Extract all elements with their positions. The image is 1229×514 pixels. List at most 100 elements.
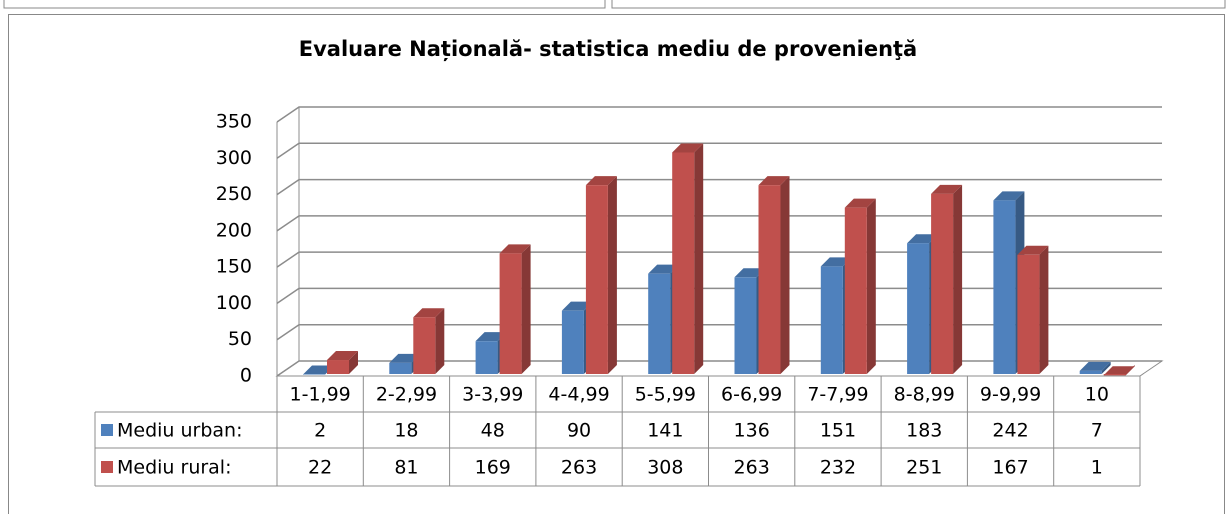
bar-top <box>413 308 445 318</box>
chart-title: Evaluare Națională- statistica mediu de … <box>299 37 917 62</box>
x-tick-label: 1-1,99 <box>290 384 351 406</box>
bar <box>844 207 867 374</box>
table-value: 48 <box>481 420 505 442</box>
bar <box>561 310 584 374</box>
bar-side <box>1101 361 1111 374</box>
legend-swatch <box>101 424 113 436</box>
bar <box>1017 254 1040 374</box>
bar-top <box>734 268 766 278</box>
bar-top <box>1017 245 1049 255</box>
bar-top <box>499 244 531 254</box>
bar-side <box>435 308 445 374</box>
bar <box>907 243 930 374</box>
table-value: 136 <box>734 420 770 442</box>
bar <box>734 277 757 374</box>
y-tick-label: 100 <box>216 292 252 314</box>
bar-top <box>844 198 876 208</box>
bar-top <box>758 176 790 186</box>
x-tick-label: 3-3,99 <box>462 384 523 406</box>
table-value: 18 <box>394 420 418 442</box>
bar-top <box>931 184 963 194</box>
bar-side <box>694 143 704 374</box>
grid-line <box>276 178 1162 196</box>
grid-line <box>276 142 1162 159</box>
grid-line <box>276 106 1162 123</box>
table-value: 151 <box>820 420 856 442</box>
bar-top <box>585 176 617 186</box>
table-value: 263 <box>561 457 597 479</box>
y-tick-label: 50 <box>228 328 252 350</box>
frame-top-left <box>3 0 606 9</box>
x-tick-label: 8-8,99 <box>894 384 955 406</box>
bar-side <box>953 184 963 374</box>
bar <box>585 185 608 374</box>
table-value: 167 <box>992 457 1028 479</box>
bar <box>758 185 781 374</box>
bar <box>820 266 843 374</box>
table-value: 251 <box>906 457 942 479</box>
table-value: 242 <box>992 420 1028 442</box>
bar-top <box>327 351 358 361</box>
bar <box>672 152 695 374</box>
bar <box>303 374 325 375</box>
bar-side <box>1039 245 1049 374</box>
bar <box>475 341 498 374</box>
bar <box>648 273 671 374</box>
bar-top <box>303 365 334 375</box>
x-tick-label: 4-4,99 <box>548 384 609 406</box>
bar-top <box>672 143 704 153</box>
frame-top-right <box>611 0 1226 9</box>
table-value: 308 <box>647 457 683 479</box>
bar <box>389 362 412 374</box>
bar <box>327 360 349 374</box>
legend-swatch <box>101 461 113 473</box>
legend-label: Mediu urban: <box>117 420 243 442</box>
bar-side <box>349 351 358 374</box>
bar-top <box>993 191 1025 201</box>
table-value: 263 <box>734 457 770 479</box>
chart-frame <box>8 14 1225 514</box>
bar-side <box>866 198 876 374</box>
y-tick-label: 300 <box>216 147 252 169</box>
bar-side <box>521 244 531 374</box>
bar <box>1079 370 1102 374</box>
bar-side <box>780 176 790 374</box>
y-tick-label: 200 <box>216 219 252 241</box>
x-tick-label: 10 <box>1085 384 1109 406</box>
table-value: 183 <box>906 420 942 442</box>
bar-top <box>475 332 507 342</box>
x-tick-label: 6-6,99 <box>721 384 782 406</box>
bar <box>993 200 1016 374</box>
table-value: 169 <box>475 457 511 479</box>
table-value: 141 <box>647 420 683 442</box>
bar-top <box>1103 366 1135 376</box>
bar-top <box>561 301 593 311</box>
table-value: 90 <box>567 420 591 442</box>
y-tick-label: 250 <box>216 183 252 205</box>
x-tick-label: 2-2,99 <box>376 384 437 406</box>
y-tick-label: 0 <box>240 365 252 387</box>
y-tick-label: 350 <box>216 111 252 133</box>
legend-label: Mediu rural: <box>117 457 232 479</box>
bar-top <box>907 234 939 244</box>
table-value: 2 <box>314 420 326 442</box>
table-value: 232 <box>820 457 856 479</box>
table-value: 7 <box>1091 420 1103 442</box>
bar-top <box>1079 361 1111 371</box>
table-value: 81 <box>394 457 418 479</box>
bar-top <box>820 257 852 267</box>
bar-side <box>607 176 617 374</box>
x-tick-label: 5-5,99 <box>635 384 696 406</box>
bar <box>499 253 522 374</box>
x-tick-label: 7-7,99 <box>807 384 868 406</box>
table-value: 1 <box>1091 457 1103 479</box>
bar <box>931 193 954 374</box>
bar-top <box>648 264 680 274</box>
bar-top <box>389 353 421 363</box>
x-tick-label: 9-9,99 <box>980 384 1041 406</box>
table-value: 22 <box>308 457 332 479</box>
bar <box>413 317 436 374</box>
y-tick-label: 150 <box>216 256 252 278</box>
bar <box>1103 374 1126 376</box>
